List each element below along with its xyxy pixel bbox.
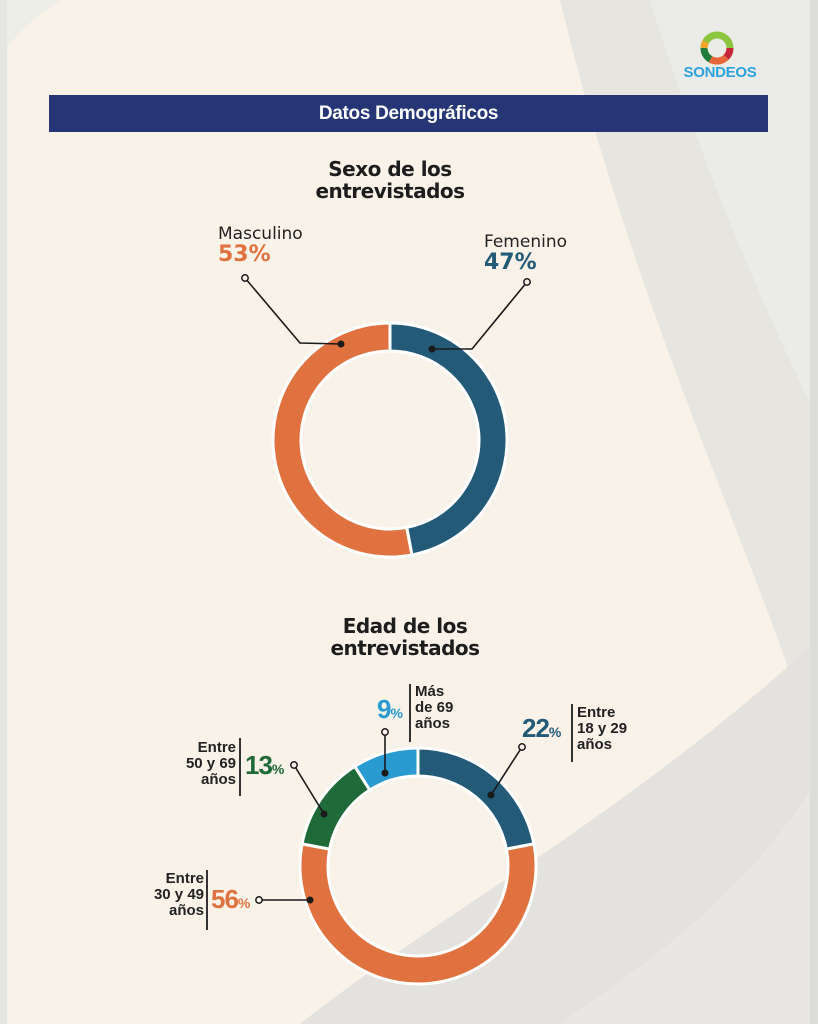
percent-sign: % (271, 761, 285, 777)
label-line: 30 y 49 (153, 886, 204, 903)
label-line: años (577, 736, 613, 753)
percent-sign: % (390, 705, 403, 721)
age-50-69-label: Entre 50 y 69 años (172, 740, 236, 788)
age-more-69-value: 9% (377, 694, 403, 725)
age-50-69-number: 13 (245, 750, 273, 780)
label-line: años (168, 902, 204, 919)
femenino-value: 47% (484, 250, 537, 275)
age-50-69-divider (239, 738, 241, 796)
age-30-49-number: 56 (211, 884, 239, 914)
masculino-leader-line (244, 277, 342, 345)
age-50-69-leader-line (293, 764, 325, 815)
masculino-value: 53% (218, 242, 271, 267)
age-more-69-leader-dot (381, 769, 389, 777)
age-50-69-leader-anchor (290, 761, 298, 769)
masculino-leader-dot (337, 340, 345, 348)
age-18-29-divider (571, 704, 573, 762)
age-18-29-leader-line (490, 746, 523, 796)
age-more-69-divider (409, 684, 411, 742)
age-more-69-label: Más de 69 años (415, 684, 453, 732)
age-more-69-leader-anchor (381, 728, 389, 736)
sex-slice-0 (388, 321, 509, 557)
logo-text: SONDEOS (683, 64, 757, 81)
sex-chart-title-line-1: Sexo de los (328, 157, 452, 181)
label-line: años (415, 715, 451, 732)
femenino-leader-line (432, 281, 528, 350)
label-line: Entre (197, 739, 236, 756)
age-chart-title-line-2: entrevistados (330, 636, 480, 660)
age-30-49-divider (206, 870, 208, 930)
label-line: Más (415, 683, 445, 700)
label-line: Entre (165, 870, 204, 887)
percent-sign: % (548, 724, 562, 740)
sex-chart-title-line-2: entrevistados (315, 179, 465, 203)
label-line: de 69 (415, 699, 454, 716)
age-chart-title-line-1: Edad de los (342, 614, 468, 638)
age-18-29-label: Entre 18 y 29 años (577, 705, 627, 753)
femenino-leader-anchor (523, 278, 531, 286)
age-30-49-label: Entre 30 y 49 años (140, 871, 204, 919)
bg-swoosh-bottom-light (560, 780, 818, 1024)
age-30-49-value: 56% (211, 884, 250, 915)
femenino-leader-dot (428, 345, 436, 353)
section-header: Datos Demográficos (49, 95, 768, 132)
age-18-29-leader-anchor (518, 743, 526, 751)
left-edge (0, 0, 7, 1024)
age-30-49-leader-anchor (255, 896, 263, 904)
label-line: 18 y 29 (577, 720, 628, 737)
label-line: 50 y 69 (185, 755, 236, 772)
age-50-69-value: 13% (245, 750, 284, 781)
age-more-69-number: 9 (377, 694, 392, 724)
age-slice-3 (352, 746, 420, 793)
right-edge (810, 0, 818, 1024)
percent-sign: % (237, 895, 251, 911)
sex-donut-chart (271, 321, 509, 559)
age-chart-title: Edad de los entrevistados (255, 615, 555, 659)
age-50-69-leader-dot (320, 810, 328, 818)
masculino-label: Masculino (218, 224, 303, 244)
masculino-leader-anchor (241, 274, 249, 282)
logo-ring-icon (700, 31, 734, 65)
sondeos-logo: SONDEOS (670, 30, 770, 86)
bg-swoosh-top-left (0, 0, 60, 60)
age-18-29-leader-dot (487, 791, 495, 799)
sex-slice-1 (271, 321, 414, 559)
age-18-29-number: 22 (522, 713, 550, 743)
age-slice-0 (416, 746, 536, 851)
label-line: años (200, 771, 236, 788)
sex-chart-title: Sexo de los entrevistados (240, 158, 540, 202)
age-30-49-leader-dot (306, 896, 314, 904)
age-slice-1 (298, 842, 538, 986)
age-18-29-value: 22% (522, 713, 561, 744)
label-line: Entre (577, 704, 616, 721)
leader-lines (241, 274, 531, 904)
femenino-label: Femenino (484, 232, 567, 252)
age-donut-chart (298, 746, 538, 986)
age-slice-2 (300, 764, 372, 851)
